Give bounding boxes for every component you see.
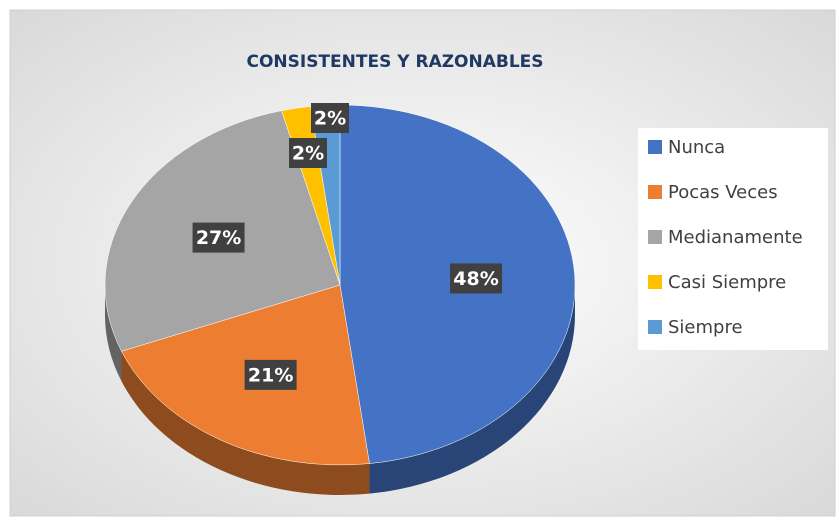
chart-title: CONSISTENTES Y RAZONABLES bbox=[246, 52, 543, 72]
slice-side bbox=[369, 285, 575, 494]
data-label: 27% bbox=[196, 227, 241, 249]
legend-box bbox=[638, 128, 828, 350]
legend-swatch bbox=[648, 140, 662, 154]
legend-label: Medianamente bbox=[668, 227, 803, 248]
data-label-box bbox=[289, 138, 327, 168]
slice-side bbox=[105, 285, 122, 382]
data-label: 21% bbox=[248, 364, 293, 386]
legend-label: Siempre bbox=[668, 317, 743, 338]
legend-label: Nunca bbox=[668, 137, 725, 158]
legend-label: Pocas Veces bbox=[668, 182, 778, 203]
legend-swatch bbox=[648, 230, 662, 244]
data-label: 2% bbox=[314, 108, 346, 130]
legend-swatch bbox=[648, 185, 662, 199]
legend-swatch bbox=[648, 320, 662, 334]
data-label-box bbox=[192, 222, 245, 253]
data-label-box bbox=[311, 103, 349, 133]
data-label: 2% bbox=[292, 143, 324, 165]
data-label-box bbox=[450, 263, 503, 294]
legend-swatch bbox=[648, 275, 662, 289]
data-label-box bbox=[244, 359, 297, 390]
data-label: 48% bbox=[453, 268, 498, 290]
legend-label: Casi Siempre bbox=[668, 272, 786, 293]
slice-side bbox=[121, 351, 370, 495]
